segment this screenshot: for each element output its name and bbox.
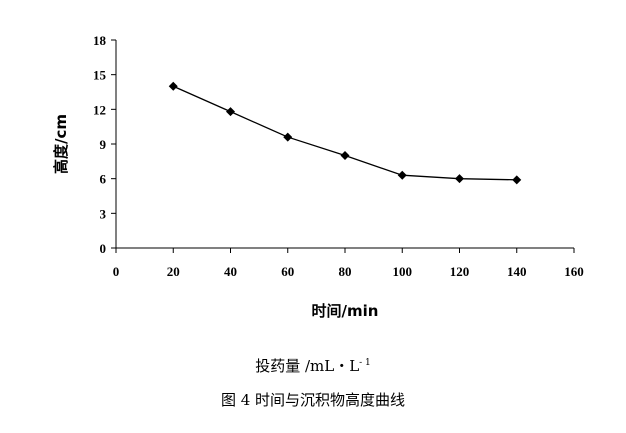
y-tick-label: 6 <box>100 172 107 187</box>
y-tick-label: 18 <box>93 33 107 48</box>
chart: 0 3 6 9 12 15 18 0 20 40 60 80 100 120 140 160 时间/min 高… <box>52 33 584 320</box>
data-point-marker <box>283 132 293 142</box>
x-tick-label: 40 <box>224 264 237 279</box>
x-tick-label: 60 <box>281 264 294 279</box>
y-axis-title: 高度/cm <box>52 114 70 174</box>
x-tick-label: 20 <box>167 264 180 279</box>
y-tick-label: 3 <box>100 206 107 221</box>
unit-caption-text: 投药量 /mL・L <box>255 357 360 375</box>
data-point-marker <box>455 174 464 184</box>
x-tick-label: 140 <box>507 264 527 279</box>
data-point-marker <box>340 151 350 161</box>
x-tick-label: 0 <box>113 264 120 279</box>
series-line <box>168 81 522 185</box>
data-point-marker <box>226 107 235 117</box>
y-tick-label: 9 <box>100 137 107 152</box>
y-tick-label: 12 <box>93 102 106 117</box>
series-polyline <box>172 85 517 181</box>
y-tick-label: 15 <box>93 68 107 83</box>
data-point-marker <box>397 170 407 180</box>
unit-caption: 投药量 /mL・L- 1 <box>0 355 626 376</box>
x-tick-label: 80 <box>339 264 352 279</box>
data-point-marker <box>168 81 178 91</box>
x-tick-label: 120 <box>450 264 470 279</box>
axes <box>111 39 575 253</box>
data-point-marker <box>512 175 522 185</box>
x-tick-label: 160 <box>564 264 584 279</box>
figure-caption: 图 4 时间与沉积物高度曲线 <box>220 391 406 409</box>
unit-caption-superscript: - 1 <box>359 358 371 368</box>
tick-labels: 0 3 6 9 12 15 18 0 20 40 60 80 100 120 140 160 <box>93 33 584 279</box>
y-tick-label: 0 <box>100 241 107 256</box>
x-tick-label: 100 <box>393 264 413 279</box>
x-axis-title: 时间/min <box>312 302 379 320</box>
